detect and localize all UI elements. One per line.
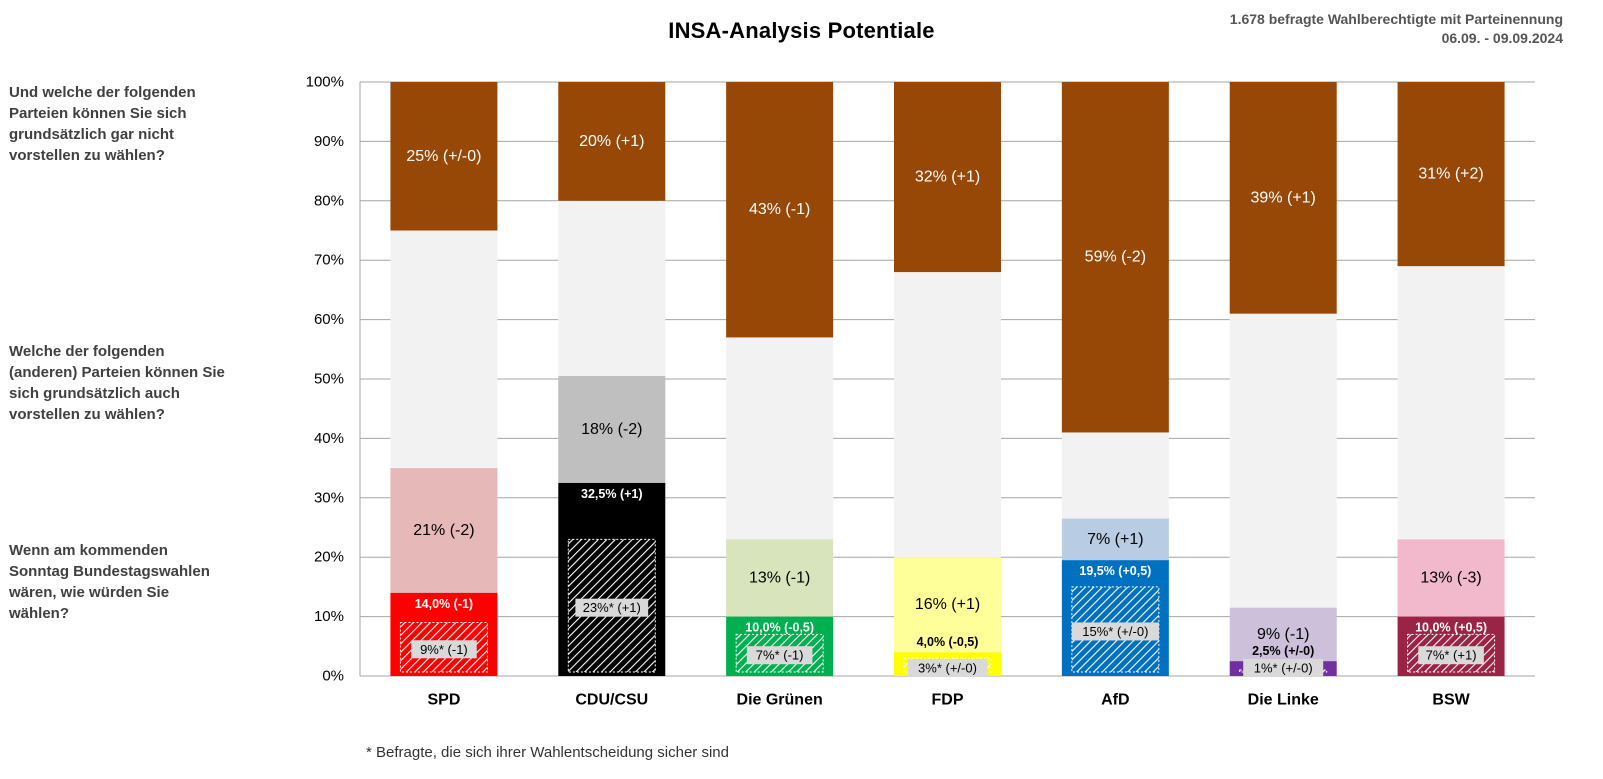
label-reject: 59% (-2) — [1085, 249, 1146, 266]
label-vote: 14,0% (-1) — [415, 597, 473, 611]
label-sure-box — [1243, 659, 1324, 677]
label-sure: 3%* (+/-0) — [918, 661, 977, 676]
bar-remainder — [894, 272, 1001, 558]
label-vote: 19,5% (+0,5) — [1079, 564, 1151, 578]
label-sure: 23%* (+1) — [583, 600, 641, 615]
label-potential: 16% (+1) — [915, 596, 980, 613]
y-tick-label: 0% — [322, 668, 344, 685]
category-label: BSW — [1432, 692, 1470, 709]
bar-reject — [894, 82, 1001, 273]
y-tick-label: 30% — [314, 489, 344, 506]
label-sure: 15%* (+/-0) — [1082, 624, 1148, 639]
bar-remainder — [1397, 266, 1505, 540]
label-sure-box — [746, 646, 813, 665]
footnote: * Befragte, die sich ihrer Wahlentscheid… — [366, 744, 729, 761]
category-label: CDU/CSU — [575, 692, 648, 709]
label-sure-box — [411, 640, 477, 659]
label-sure: 7%* (-1) — [756, 648, 804, 663]
label-potential: 13% (-1) — [749, 569, 810, 586]
survey-sample: 1.678 befragte Wahlberechtigte mit Parte… — [1229, 11, 1563, 27]
bar-reject — [1397, 82, 1505, 267]
bar-potential — [1061, 518, 1169, 561]
label-potential: 18% (-2) — [581, 421, 642, 438]
y-tick-label: 40% — [314, 430, 344, 447]
bar-potential — [1229, 607, 1337, 662]
bar-reject — [390, 82, 498, 231]
label-vote: 10,0% (+0,5) — [1415, 621, 1487, 635]
y-tick-label: 60% — [314, 311, 344, 328]
label-sure: 9%* (-1) — [420, 642, 468, 657]
label-potential: 21% (-2) — [413, 522, 474, 539]
category-label: Die Grünen — [737, 692, 823, 709]
survey-meta: 1.678 befragte Wahlberechtigte mit Parte… — [1230, 10, 1563, 48]
bar-remainder — [726, 337, 834, 540]
label-sure: 1%* (+/-0) — [1254, 661, 1313, 676]
bar-remainder — [1061, 432, 1169, 519]
chart-title: INSA-Analysis Potentiale — [668, 18, 935, 43]
y-tick-label: 50% — [314, 371, 344, 388]
label-sure-box — [575, 598, 649, 617]
category-label: AfD — [1101, 692, 1129, 709]
question-vote: Wenn am kommenden Sonntag Bundestagswahl… — [9, 542, 210, 622]
label-vote: 32,5% (+1) — [581, 487, 643, 501]
label-sure: 7%* (+1) — [1426, 648, 1477, 663]
label-sure-box — [1071, 622, 1159, 641]
bar-remainder — [558, 200, 666, 377]
y-tick-label: 80% — [314, 192, 344, 209]
label-reject: 31% (+2) — [1418, 166, 1483, 183]
label-vote: 2,5% (+/-0) — [1252, 644, 1314, 658]
label-reject: 32% (+1) — [915, 169, 980, 186]
survey-dates: 06.09. - 09.09.2024 — [1441, 30, 1563, 46]
label-potential: 9% (-1) — [1257, 626, 1309, 643]
bar-potential — [726, 539, 834, 617]
bar-potential — [390, 468, 498, 593]
bar-reject — [558, 82, 666, 201]
bar-potential — [1397, 539, 1505, 617]
label-vote: 10,0% (-0,5) — [745, 621, 814, 635]
bar-reject — [1061, 82, 1169, 433]
label-reject: 25% (+/-0) — [406, 148, 481, 165]
bar-reject — [1229, 82, 1337, 314]
label-reject: 20% (+1) — [579, 133, 644, 150]
y-tick-label: 100% — [306, 74, 344, 91]
label-sure-box — [907, 659, 988, 677]
category-label: SPD — [427, 692, 460, 709]
bar-remainder — [390, 230, 498, 469]
y-tick-label: 70% — [314, 252, 344, 269]
question-reject: Und welche der folgenden Parteien können… — [9, 84, 196, 164]
bar-potential — [558, 376, 666, 483]
label-vote: 4,0% (-0,5) — [917, 635, 979, 649]
label-potential: 13% (-3) — [1420, 569, 1481, 586]
y-tick-label: 20% — [314, 549, 344, 566]
category-label: Die Linke — [1248, 692, 1319, 709]
bar-remainder — [1229, 313, 1337, 608]
question-potential: Welche der folgenden (anderen) Parteien … — [9, 343, 225, 423]
category-label: FDP — [932, 692, 964, 709]
bar-reject — [726, 82, 834, 338]
y-tick-label: 10% — [314, 608, 344, 625]
label-sure-box — [1418, 646, 1484, 665]
label-reject: 43% (-1) — [749, 201, 810, 218]
y-tick-label: 90% — [314, 133, 344, 150]
label-potential: 7% (+1) — [1087, 531, 1143, 548]
label-reject: 39% (+1) — [1251, 189, 1316, 206]
bar-potential — [894, 557, 1001, 653]
